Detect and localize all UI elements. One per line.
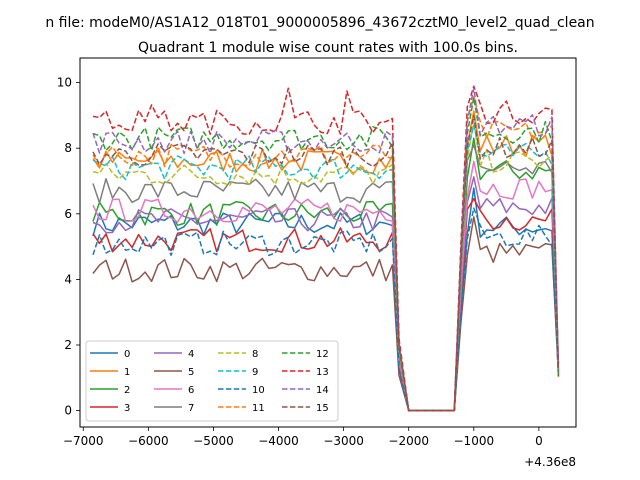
y-tick-label: 2 bbox=[64, 338, 72, 352]
legend-label-1: 1 bbox=[124, 367, 130, 378]
series-line-13 bbox=[92, 85, 560, 412]
series-line-2 bbox=[92, 137, 560, 412]
legend-label-4: 4 bbox=[188, 349, 194, 360]
y-tick-label: 4 bbox=[64, 272, 72, 286]
series-line-1 bbox=[92, 110, 560, 412]
x-tick-label: −2000 bbox=[388, 434, 429, 448]
series-line-9 bbox=[92, 124, 560, 412]
legend-label-12: 12 bbox=[316, 349, 329, 360]
legend-label-0: 0 bbox=[124, 349, 130, 360]
legend-box bbox=[85, 340, 339, 422]
series-line-7 bbox=[92, 144, 560, 412]
series-line-8 bbox=[92, 120, 560, 412]
x-tick-label: −4000 bbox=[258, 434, 299, 448]
legend-label-6: 6 bbox=[188, 385, 194, 396]
legend-label-10: 10 bbox=[252, 385, 265, 396]
plot-series bbox=[92, 85, 560, 412]
legend-label-2: 2 bbox=[124, 385, 130, 396]
legend-label-13: 13 bbox=[316, 367, 329, 378]
y-tick-label: 10 bbox=[57, 76, 72, 90]
legend-label-3: 3 bbox=[124, 403, 130, 414]
x-tick-label: −5000 bbox=[193, 434, 234, 448]
series-line-11 bbox=[92, 96, 560, 412]
x-offset-label: +4.36e8 bbox=[524, 455, 576, 469]
legend-label-8: 8 bbox=[252, 349, 258, 360]
chart-title: Quadrant 1 module wise count rates with … bbox=[138, 40, 518, 56]
axes-frame bbox=[79, 57, 577, 428]
legend-label-15: 15 bbox=[316, 403, 329, 414]
series-line-0 bbox=[92, 187, 560, 412]
series-line-5 bbox=[92, 216, 560, 412]
chart-supertitle: n file: modeM0/AS1A12_018T01_9000005896_… bbox=[45, 15, 594, 31]
series-line-3 bbox=[92, 198, 560, 412]
series-line-12 bbox=[92, 96, 560, 412]
x-tick-label: 0 bbox=[535, 434, 543, 448]
y-axis: 0 2 4 6 8 10 bbox=[57, 76, 80, 418]
legend-label-7: 7 bbox=[188, 403, 194, 414]
x-tick-label: −3000 bbox=[323, 434, 364, 448]
x-axis: −7000 −6000 −5000 −4000 −3000 −2000 −1000 0 bbox=[63, 427, 543, 448]
legend-label-11: 11 bbox=[252, 403, 265, 414]
x-tick-label: −7000 bbox=[63, 434, 104, 448]
legend-label-14: 14 bbox=[316, 385, 329, 396]
x-tick-label: −1000 bbox=[454, 434, 495, 448]
y-tick-label: 6 bbox=[64, 207, 72, 221]
series-line-6 bbox=[92, 160, 560, 412]
y-tick-label: 8 bbox=[64, 141, 72, 155]
series-line-15 bbox=[92, 114, 560, 412]
y-tick-label: 0 bbox=[64, 404, 72, 418]
x-tick-label: −6000 bbox=[128, 434, 169, 448]
series-line-10 bbox=[92, 207, 560, 412]
legend-label-5: 5 bbox=[188, 367, 194, 378]
legend-label-9: 9 bbox=[252, 367, 258, 378]
